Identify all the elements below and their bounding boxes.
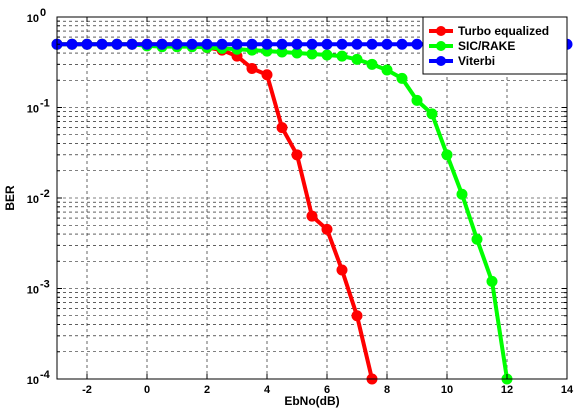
y-tick-label-base: 10 [27, 285, 39, 297]
data-point-sic-rake [336, 50, 348, 62]
data-point-sic-rake [321, 49, 333, 61]
data-point-turbo-equalized [291, 149, 303, 161]
data-point-sic-rake [456, 188, 468, 200]
legend-swatch-marker-viterbi [436, 56, 446, 66]
data-point-viterbi [186, 38, 198, 50]
data-point-turbo-equalized [336, 264, 348, 276]
data-point-sic-rake [426, 108, 438, 120]
data-point-viterbi [231, 38, 243, 50]
data-point-viterbi [126, 38, 138, 50]
data-point-viterbi [276, 38, 288, 50]
legend-label-turbo-equalized: Turbo equalized [458, 24, 549, 38]
y-tick-label-base: 10 [27, 194, 39, 206]
x-tick-label: 6 [324, 384, 330, 396]
data-point-viterbi [321, 38, 333, 50]
data-point-turbo-equalized [261, 69, 273, 81]
legend-label-viterbi: Viterbi [458, 54, 495, 68]
data-point-viterbi [216, 38, 228, 50]
data-point-viterbi [261, 38, 273, 50]
data-point-viterbi [336, 38, 348, 50]
data-point-sic-rake [396, 72, 408, 84]
x-tick-label: 8 [384, 384, 390, 396]
legend-swatch-marker-sic-rake [436, 41, 446, 51]
data-point-sic-rake [486, 275, 498, 287]
x-tick-label: 4 [264, 384, 271, 396]
legend-swatch-marker-turbo-equalized [436, 26, 446, 36]
data-point-viterbi [201, 38, 213, 50]
y-tick-label-base: 10 [27, 375, 39, 387]
x-tick-label: 14 [561, 384, 574, 396]
data-point-viterbi [396, 38, 408, 50]
data-point-viterbi [171, 38, 183, 50]
y-tick-label-exponent: -2 [40, 188, 50, 200]
grid-lines [57, 17, 567, 379]
data-point-viterbi [96, 38, 108, 50]
y-tick-label-base: 10 [27, 104, 39, 116]
data-point-turbo-equalized [276, 122, 288, 134]
y-tick-label-exponent: 0 [40, 7, 46, 19]
data-point-viterbi [366, 38, 378, 50]
data-point-sic-rake [471, 233, 483, 245]
legend-label-sic-rake: SIC/RAKE [458, 39, 515, 53]
data-point-viterbi [246, 38, 258, 50]
x-tick-label: 12 [501, 384, 513, 396]
data-point-sic-rake [306, 48, 318, 60]
data-point-viterbi [291, 38, 303, 50]
data-point-viterbi [111, 38, 123, 50]
data-point-sic-rake [441, 149, 453, 161]
data-point-turbo-equalized [351, 310, 363, 322]
data-point-turbo-equalized [246, 62, 258, 74]
data-point-sic-rake [381, 64, 393, 76]
data-point-viterbi [411, 38, 423, 50]
y-axis-label: BER [3, 185, 17, 211]
y-tick-label-base: 10 [27, 13, 39, 25]
data-point-sic-rake [411, 94, 423, 106]
data-point-turbo-equalized [321, 223, 333, 235]
y-tick-label-exponent: -4 [40, 369, 51, 381]
data-point-viterbi [381, 38, 393, 50]
x-tick-label: -2 [82, 384, 92, 396]
x-tick-label: 2 [204, 384, 210, 396]
x-axis-label: EbNo(dB) [284, 394, 339, 408]
data-point-sic-rake [351, 53, 363, 65]
data-point-viterbi [81, 38, 93, 50]
y-tick-label-exponent: -3 [40, 279, 50, 291]
data-point-viterbi [351, 38, 363, 50]
data-point-viterbi [306, 38, 318, 50]
data-point-sic-rake [366, 58, 378, 70]
x-tick-label: 10 [441, 384, 453, 396]
data-point-viterbi [156, 38, 168, 50]
data-point-turbo-equalized [306, 210, 318, 222]
x-tick-label: 0 [144, 384, 150, 396]
y-tick-label-exponent: -1 [40, 98, 50, 110]
x-tick-labels: -2 0 2 4 6 8 10 12 14 [82, 384, 574, 396]
data-point-viterbi [141, 38, 153, 50]
data-point-viterbi [66, 38, 78, 50]
